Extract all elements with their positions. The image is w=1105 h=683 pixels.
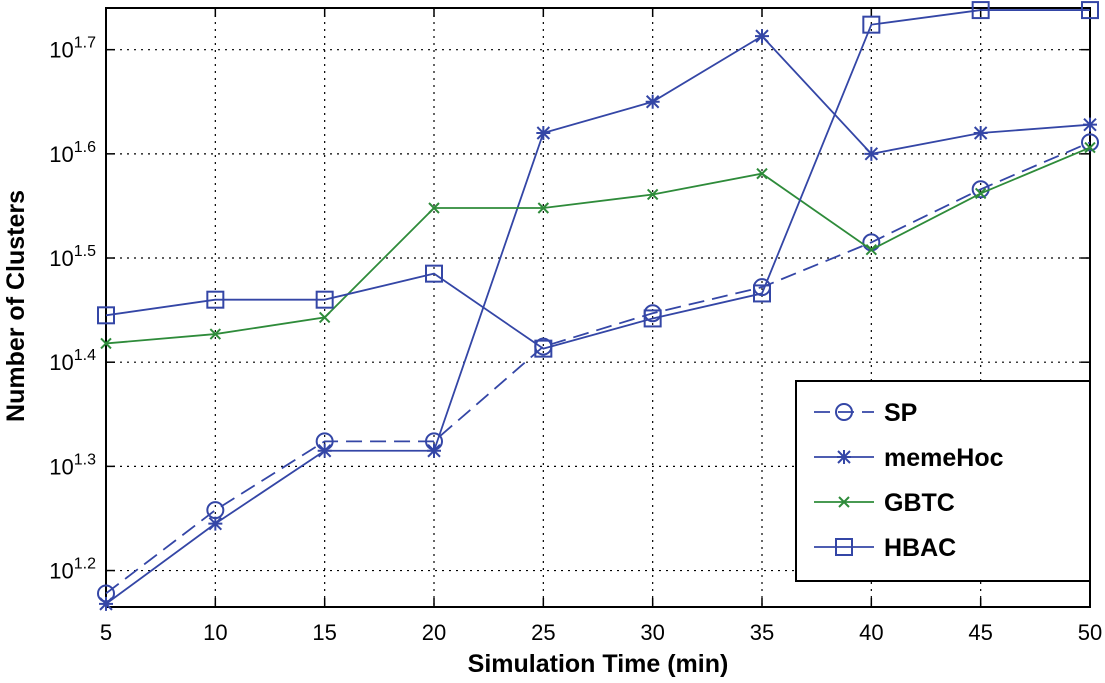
x-tick-label: 45 xyxy=(968,620,992,645)
point-hbac xyxy=(97,306,115,325)
point-gbtc xyxy=(865,243,878,256)
point-gbtc xyxy=(428,202,440,214)
point-gbtc xyxy=(974,187,987,200)
point-memehoc xyxy=(536,126,551,141)
legend-label-gbtc: GBTC xyxy=(884,489,955,517)
point-hbac xyxy=(971,1,990,20)
y-tick-label: 101.5 xyxy=(49,243,96,271)
x-tick-label: 15 xyxy=(312,620,336,645)
y-axis-title: Number of Clusters xyxy=(2,190,30,422)
point-memehoc xyxy=(317,443,332,458)
axis-ticks: 5 10 15 20 25 30 35 40 45 50 101.2 101.3 101.4 101.5 1… xyxy=(49,8,1102,645)
x-tick-label: 10 xyxy=(203,620,227,645)
legend-marker-memehoc xyxy=(837,450,851,464)
series-line-memehoc xyxy=(105,34,1091,605)
x-tick-label: 20 xyxy=(422,620,446,645)
x-tick-label: 30 xyxy=(640,620,664,645)
point-hbac xyxy=(753,284,771,303)
point-memehoc xyxy=(973,126,988,141)
point-gbtc xyxy=(646,188,659,201)
series-hbac xyxy=(97,1,1099,358)
series-line-hbac xyxy=(105,9,1090,350)
series-line-gbtc xyxy=(105,146,1091,345)
legend-label-hbac: HBAC xyxy=(884,534,956,562)
point-hbac xyxy=(534,339,553,358)
point-gbtc xyxy=(100,337,112,350)
point-memehoc xyxy=(99,596,113,611)
series-layer xyxy=(97,1,1099,611)
y-tick-label: 101.4 xyxy=(49,347,96,375)
point-memehoc xyxy=(645,94,660,109)
legend-item-gbtc: GBTC xyxy=(814,489,955,517)
point-memehoc xyxy=(755,29,769,44)
point-hbac xyxy=(206,290,225,309)
point-hbac xyxy=(862,15,881,34)
point-hbac xyxy=(425,264,443,283)
legend: SP memeHoc GBTC HBAC xyxy=(795,380,1091,582)
point-gbtc xyxy=(1084,141,1096,154)
point-hbac xyxy=(643,309,662,328)
y-tick-label: 101.7 xyxy=(49,35,96,63)
x-tick-label: 40 xyxy=(859,620,883,645)
legend-label-sp: SP xyxy=(884,399,917,427)
series-memehoc xyxy=(99,29,1097,611)
y-tick-label: 101.3 xyxy=(49,451,96,479)
y-tick-label: 101.6 xyxy=(49,139,96,167)
point-memehoc xyxy=(1083,117,1097,132)
x-tick-label: 5 xyxy=(100,620,112,645)
point-memehoc xyxy=(427,443,441,458)
legend-marker-sp xyxy=(835,403,853,421)
legend-item-hbac: HBAC xyxy=(814,534,956,562)
point-memehoc xyxy=(208,516,223,531)
x-tick-label: 50 xyxy=(1078,620,1102,645)
x-axis-title: Simulation Time (min) xyxy=(468,650,729,678)
legend-item-memehoc: memeHoc xyxy=(814,444,1004,472)
legend-label-memehoc: memeHoc xyxy=(884,444,1004,472)
y-tick-label: 101.2 xyxy=(49,556,96,584)
point-gbtc xyxy=(318,311,331,324)
point-memehoc xyxy=(864,146,879,161)
point-hbac xyxy=(315,290,334,309)
series-line-sp xyxy=(105,141,1091,595)
x-tick-label: 35 xyxy=(750,620,774,645)
legend-marker-gbtc xyxy=(838,496,850,508)
legend-marker-hbac xyxy=(835,538,853,556)
point-gbtc xyxy=(537,202,550,214)
x-tick-label: 25 xyxy=(531,620,555,645)
legend-item-sp: SP xyxy=(814,399,917,427)
point-hbac xyxy=(1081,1,1099,20)
point-gbtc xyxy=(209,328,222,340)
point-gbtc xyxy=(756,167,768,180)
point-sp xyxy=(1081,133,1099,152)
series-gbtc xyxy=(100,141,1096,350)
